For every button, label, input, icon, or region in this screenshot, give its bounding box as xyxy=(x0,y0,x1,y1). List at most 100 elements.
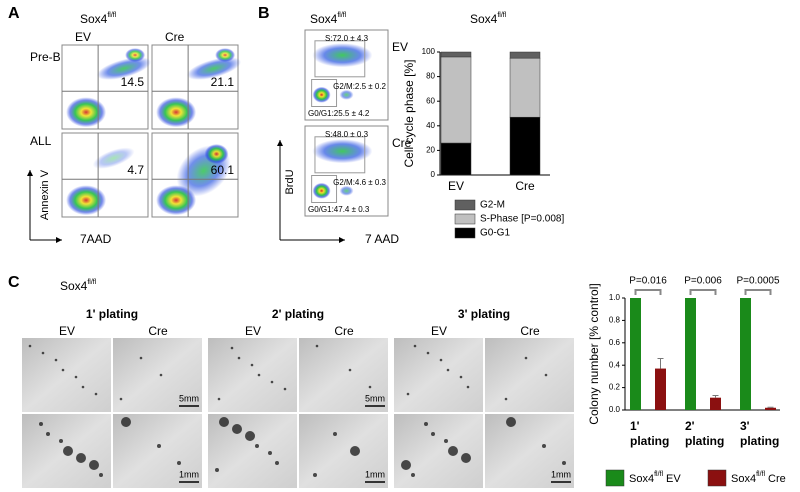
genotype-base: Sox4 xyxy=(731,473,756,485)
scale-bar-label: 1mm xyxy=(179,469,199,479)
quadrant-value: 4.7 xyxy=(127,163,144,177)
x-tick-label: plating xyxy=(630,434,669,448)
legend-label: G2-M xyxy=(480,200,505,211)
significance-bracket xyxy=(744,289,772,295)
bar xyxy=(710,397,721,410)
gate xyxy=(314,40,366,78)
colony xyxy=(157,444,161,448)
arrow-head xyxy=(339,237,345,243)
column-label: Cre xyxy=(165,30,185,44)
y-tick-label: 0.0 xyxy=(609,405,621,414)
bar-segment xyxy=(440,142,472,176)
colony xyxy=(217,397,221,401)
flow-density xyxy=(312,139,373,164)
row-label: ALL xyxy=(30,134,52,148)
flow-density xyxy=(92,147,135,169)
panel-label: A xyxy=(8,5,20,22)
y-tick-label: 0.8 xyxy=(609,316,621,325)
error-bar xyxy=(657,357,664,369)
colony xyxy=(466,385,470,389)
error-bar xyxy=(712,394,719,398)
significance-bracket xyxy=(634,289,662,295)
flow-density xyxy=(204,144,229,164)
flow-density xyxy=(215,48,236,63)
colony xyxy=(270,380,274,384)
colony xyxy=(177,461,181,465)
p-value: P=0.016 xyxy=(629,276,667,287)
micrograph xyxy=(113,338,202,412)
micrograph xyxy=(485,414,574,488)
legend-label: S-Phase [P=0.008] xyxy=(480,214,564,225)
colony xyxy=(245,431,255,441)
flow-density xyxy=(66,185,107,216)
colony xyxy=(544,373,548,377)
legend-swatch xyxy=(454,227,476,239)
colony xyxy=(439,358,443,362)
gate xyxy=(311,175,338,203)
column-label: EV xyxy=(75,30,91,44)
p-value: P=0.0005 xyxy=(736,276,780,287)
colony xyxy=(426,351,430,355)
colony xyxy=(74,375,78,379)
quadrant-value: 14.5 xyxy=(121,75,145,89)
flow-density xyxy=(156,97,197,128)
colony xyxy=(444,439,448,443)
arrow-head xyxy=(56,237,62,243)
bar-segment xyxy=(440,56,472,144)
panel-label: C xyxy=(8,274,20,291)
legend-label: Sox4fl/fl Cre xyxy=(731,471,786,485)
scale-bar-label: 1mm xyxy=(551,469,571,479)
x-tick-label: EV xyxy=(448,179,464,193)
column-label: EV xyxy=(431,324,447,338)
arrow-head xyxy=(277,140,283,146)
column-label: Cre xyxy=(520,324,540,338)
bar-segment xyxy=(509,51,541,59)
bar xyxy=(765,407,776,410)
genotype-sup: fl/fl xyxy=(87,279,96,286)
row-label: Pre-B xyxy=(30,50,61,64)
colony xyxy=(524,356,528,360)
gate-value: G0/G1:25.5 ± 4.2 xyxy=(308,109,370,118)
micrograph xyxy=(394,338,483,412)
colony xyxy=(504,397,508,401)
flow-density xyxy=(339,89,354,100)
flow-density xyxy=(186,57,242,80)
colony xyxy=(99,473,103,477)
scale-bar-label: 5mm xyxy=(365,393,385,403)
colony xyxy=(257,373,261,377)
bar-segment xyxy=(509,116,541,176)
legend-swatch xyxy=(454,213,476,225)
bar-segment xyxy=(509,57,541,118)
colony xyxy=(76,453,86,463)
x-tick-label: Cre xyxy=(515,179,535,193)
row-label: Cre xyxy=(392,136,412,150)
genotype-label: Sox4fl/fl xyxy=(310,12,347,26)
bar xyxy=(740,298,751,410)
colony xyxy=(81,385,85,389)
colony xyxy=(542,444,546,448)
colony xyxy=(459,375,463,379)
genotype-base: Sox4 xyxy=(470,12,498,26)
genotype-label: Sox4fl/fl xyxy=(60,279,97,293)
y-tick-label: 60 xyxy=(426,96,435,105)
colony xyxy=(237,356,241,360)
colony xyxy=(61,368,65,372)
colony xyxy=(268,451,272,455)
x-axis-label: 7AAD xyxy=(80,232,112,246)
gate xyxy=(311,79,338,107)
colony xyxy=(401,460,411,470)
colony xyxy=(315,344,319,348)
colony xyxy=(446,368,450,372)
legend-label: Sox4fl/fl EV xyxy=(629,471,681,485)
gate xyxy=(314,136,366,174)
colony xyxy=(461,453,471,463)
gate-value: G0/G1:47.4 ± 0.3 xyxy=(308,205,370,214)
colony xyxy=(406,392,410,396)
colony xyxy=(219,417,229,427)
legend-swatch xyxy=(707,469,727,487)
genotype-label: Sox4fl/fl xyxy=(80,12,117,26)
arrow-head xyxy=(27,170,33,176)
legend-name: Cre xyxy=(768,473,786,485)
bar-segment xyxy=(440,51,472,58)
colony xyxy=(506,417,516,427)
